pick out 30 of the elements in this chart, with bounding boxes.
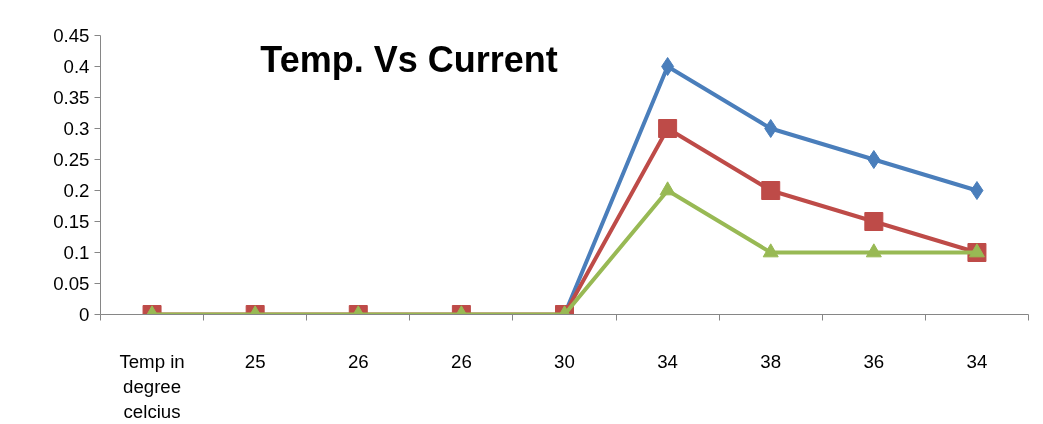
y-tick-label: 0 — [79, 304, 90, 325]
y-tick-label: 0.1 — [63, 242, 90, 263]
x-tick-label: 26 — [451, 350, 472, 372]
x-tick-label: 34 — [966, 350, 988, 372]
point — [659, 181, 676, 196]
chart-title: Temp. Vs Current — [260, 39, 558, 81]
y-tick-label: 0.35 — [53, 87, 90, 108]
point — [864, 212, 884, 231]
point — [764, 119, 778, 138]
point — [761, 181, 781, 200]
y-tick-label: 0.45 — [53, 25, 90, 46]
y-tick-label: 0.05 — [53, 273, 90, 294]
y-tick-label: 0.2 — [63, 180, 90, 201]
x-tick-label: Temp in degree celcius — [119, 350, 185, 422]
y-tick-label: 0.3 — [63, 118, 90, 139]
x-tick-label: 26 — [347, 350, 369, 372]
y-tick-label: 0.4 — [63, 56, 90, 77]
point — [658, 119, 678, 138]
point — [968, 243, 985, 258]
point — [867, 150, 881, 169]
y-tick-label: 0.25 — [53, 149, 90, 170]
point — [970, 181, 984, 200]
x-tick-label: 25 — [244, 350, 266, 372]
x-tick-label: 36 — [863, 350, 885, 372]
x-tick-label: 38 — [760, 350, 782, 372]
x-tick-label: 34 — [657, 350, 678, 372]
point — [762, 243, 779, 258]
y-tick-label: 0.15 — [53, 211, 90, 232]
point — [865, 243, 882, 258]
x-tick-label: 30 — [554, 350, 575, 372]
